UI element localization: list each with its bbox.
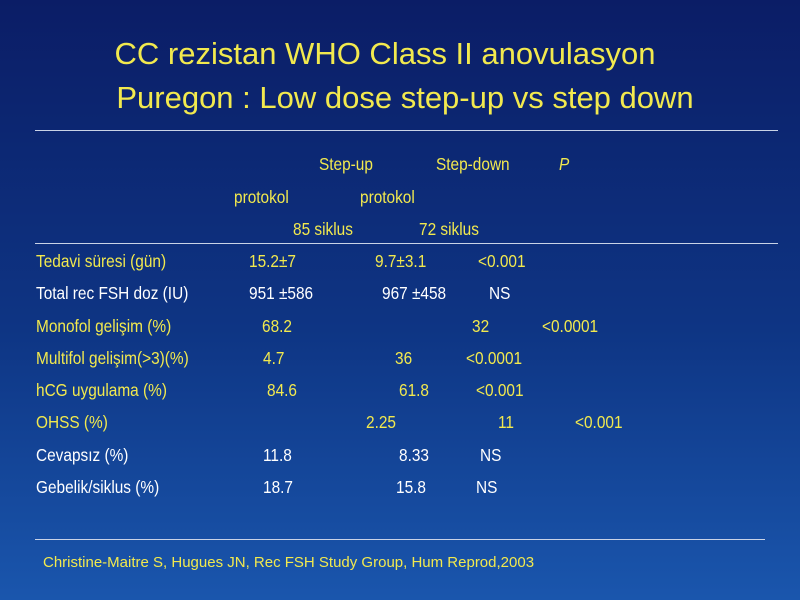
row-p-value: NS (489, 283, 511, 303)
row-label: Total rec FSH doz (IU) (36, 283, 189, 303)
row-step-down-value: 61.8 (399, 380, 429, 400)
row-label: Monofol gelişim (%) (36, 316, 172, 336)
row-label: OHSS (%) (36, 412, 108, 432)
citation-divider (35, 539, 765, 540)
row-label: Cevapsız (%) (36, 445, 129, 465)
row-label: Gebelik/siklus (%) (36, 477, 160, 497)
row-step-up-value: 18.7 (263, 477, 293, 497)
header-step-up: Step-up (319, 154, 373, 174)
row-step-down-value: 8.33 (399, 445, 429, 465)
row-step-up-value: 11.8 (263, 445, 292, 465)
slide-title-line-1: CC rezistan WHO Class II anovulasyon (114, 36, 656, 71)
row-step-up-value: 15.2±7 (249, 251, 296, 271)
row-step-down-value: 11 (498, 412, 514, 432)
row-label: Tedavi süresi (gün) (36, 251, 167, 271)
row-p-value: <0.0001 (542, 316, 599, 336)
row-p-value: <0.001 (575, 412, 623, 432)
row-label: hCG uygulama (%) (36, 380, 167, 400)
header-p: P (559, 154, 570, 174)
citation: Christine-Maitre S, Hugues JN, Rec FSH S… (43, 554, 535, 571)
row-step-down-value: 36 (395, 348, 413, 368)
row-step-up-value: 84.6 (267, 380, 297, 400)
row-step-up-value: 2.25 (366, 412, 396, 432)
row-p-value: <0.0001 (466, 348, 523, 368)
title-divider (35, 130, 778, 131)
row-step-down-value: 967 ±458 (382, 283, 447, 303)
row-step-up-value: 4.7 (263, 348, 285, 368)
row-p-value: <0.001 (476, 380, 524, 400)
row-step-down-value: 32 (472, 316, 490, 336)
row-step-down-value: 15.8 (396, 477, 426, 497)
row-p-value: <0.001 (478, 251, 526, 271)
row-step-down-value: 9.7±3.1 (375, 251, 427, 271)
header-protokol-step-up: protokol (234, 187, 289, 207)
row-label: Multifol gelişim(>3)(%) (36, 348, 189, 368)
header-siklus-step-down: 72 siklus (419, 219, 479, 239)
header-step-down: Step-down (436, 154, 510, 174)
slide-title-line-2: Puregon : Low dose step-up vs step down (116, 80, 694, 115)
row-p-value: NS (476, 477, 498, 497)
row-p-value: NS (480, 445, 502, 465)
header-protokol-step-down: protokol (360, 187, 415, 207)
row-step-up-value: 951 ±586 (249, 283, 314, 303)
row-step-up-value: 68.2 (262, 316, 292, 336)
header-divider (35, 243, 778, 244)
header-siklus-step-up: 85 siklus (293, 219, 353, 239)
